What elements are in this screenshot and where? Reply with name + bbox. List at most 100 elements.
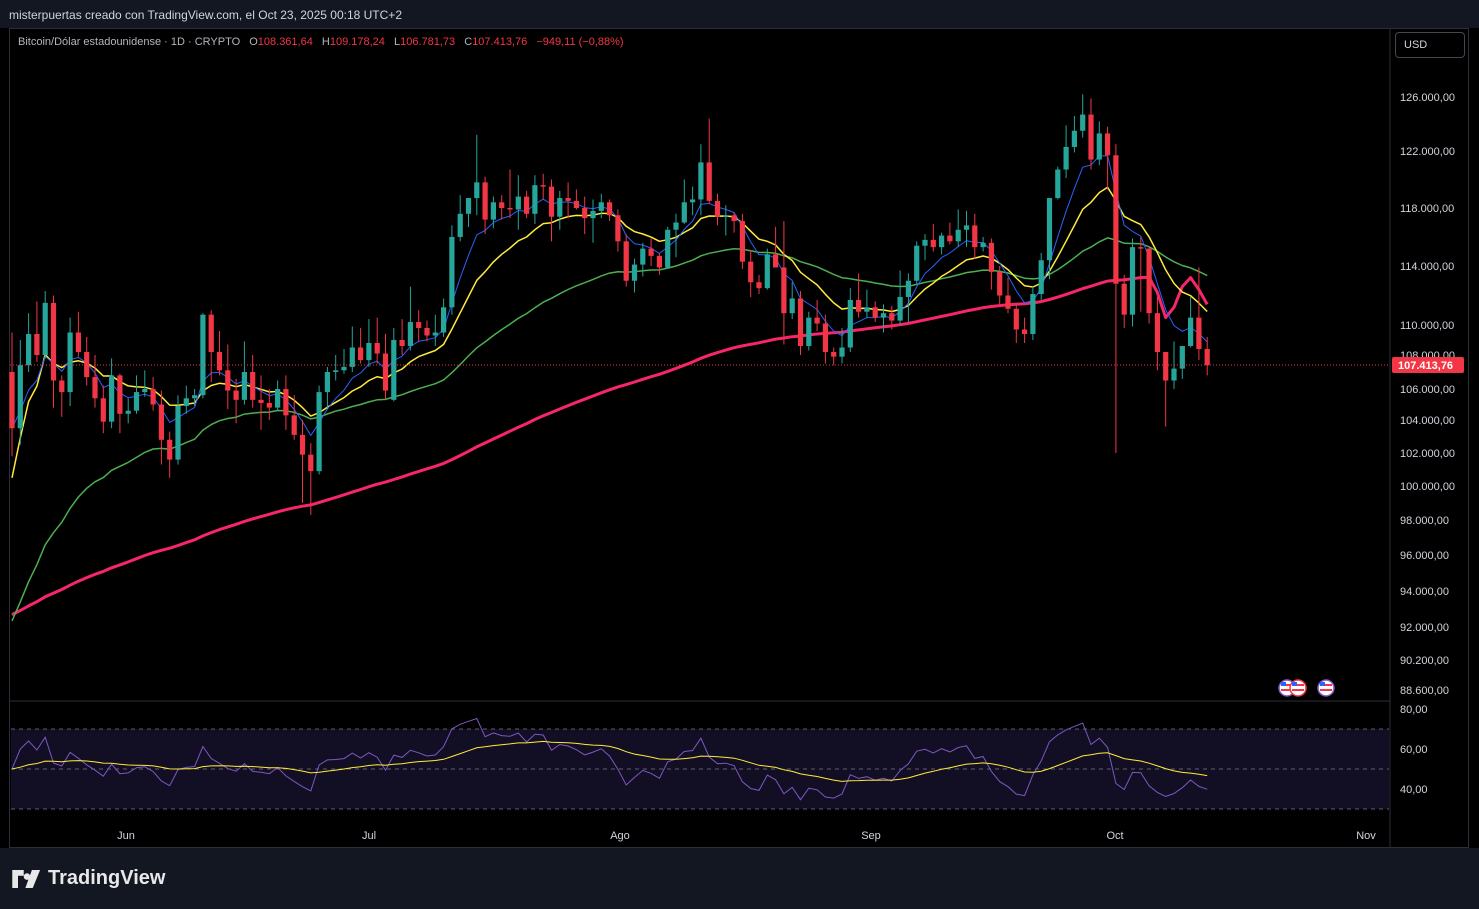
candle-down	[988, 242, 994, 272]
candle-up	[465, 198, 472, 214]
time-tick-label: Ago	[610, 830, 630, 842]
candle-up	[905, 280, 911, 297]
candle-up	[673, 222, 679, 230]
symbol-title[interactable]: Bitcoin/Dólar estadounidense · 1D · CRYP…	[18, 36, 241, 48]
ohlc-legend: Bitcoin/Dólar estadounidense · 1D · CRYP…	[18, 36, 624, 48]
candle-down	[748, 261, 754, 283]
candle-up	[200, 314, 206, 396]
time-tick-label: Jun	[117, 830, 135, 842]
candle-down	[117, 375, 123, 414]
candle-down	[822, 323, 828, 352]
candle-down	[573, 200, 579, 208]
event-flag-canton	[1292, 682, 1297, 686]
tradingview-logo[interactable]: TradingView	[12, 867, 165, 890]
candle-down	[75, 332, 81, 352]
candle-down	[814, 317, 820, 324]
candle-down	[382, 353, 389, 391]
candle-up	[515, 196, 521, 210]
candle-down	[9, 372, 15, 429]
candle-up	[557, 198, 563, 217]
price-tick-label: 114.000,00	[1400, 261, 1454, 273]
candle-down	[607, 202, 613, 216]
last-price-label: 107.413,76	[1398, 360, 1453, 372]
candle-up	[631, 264, 638, 281]
candle-down	[266, 402, 272, 408]
candle-up	[955, 229, 961, 242]
candle-down	[208, 314, 214, 352]
candle-down	[1204, 349, 1210, 366]
ema-50-line	[11, 237, 1208, 622]
candle-up	[640, 248, 646, 265]
candle-down	[416, 322, 422, 328]
candle-down	[225, 370, 231, 391]
price-tick-label: 122.000,00	[1400, 146, 1455, 158]
candle-down	[714, 200, 721, 217]
candle-up	[963, 225, 970, 230]
candle-up	[1129, 247, 1136, 315]
rsi-line	[11, 717, 1208, 801]
candle-up	[939, 235, 945, 248]
candle-up	[806, 317, 812, 346]
event-flag-stripe	[1292, 684, 1304, 686]
candle-up	[42, 302, 48, 355]
rsi-ma-line	[11, 740, 1208, 782]
candle-up	[914, 245, 920, 281]
candle-up	[125, 410, 131, 414]
candle-up	[598, 202, 604, 211]
candle-down	[1196, 317, 1202, 349]
event-flag-stripe	[1320, 684, 1332, 686]
footer	[0, 848, 1479, 909]
candle-down	[258, 399, 264, 403]
candle-down	[773, 254, 779, 268]
candle-up	[175, 406, 181, 460]
rsi-pane	[11, 717, 1389, 810]
candle-up	[897, 296, 903, 321]
price-tick-label: 102.000,00	[1400, 448, 1455, 460]
candle-up	[1179, 346, 1185, 369]
candle-down	[831, 352, 837, 357]
high-value: 109.178,24	[329, 36, 385, 48]
candle-down	[150, 389, 156, 405]
price-tick-label: 92.000,00	[1400, 622, 1449, 634]
candle-up	[324, 372, 330, 393]
event-flag-stripe	[1281, 684, 1293, 686]
candle-down	[291, 415, 297, 435]
price-tick-label: 94.000,00	[1400, 586, 1449, 598]
low-value: 106.781,73	[400, 36, 456, 48]
candle-up	[26, 334, 32, 366]
candle-down	[540, 185, 546, 187]
currency-button[interactable]: USD	[1395, 32, 1465, 58]
candle-up	[449, 237, 455, 308]
candle-down	[731, 215, 737, 222]
price-tick-label: 100.000,00	[1400, 481, 1455, 493]
candle-down	[930, 239, 936, 248]
candle-down	[1105, 133, 1111, 156]
candle-down	[582, 208, 588, 219]
candle-up	[109, 375, 115, 422]
chart-frame[interactable]	[9, 28, 1469, 848]
candle-down	[889, 313, 895, 321]
candle-up	[349, 347, 355, 367]
candle-up	[432, 332, 438, 336]
price-tick-label: 98.000,00	[1400, 515, 1449, 527]
candle-up	[789, 298, 795, 314]
candle-up	[1171, 368, 1177, 381]
candle-up	[333, 370, 339, 372]
time-tick-label: Sep	[861, 830, 881, 842]
candle-down	[1013, 308, 1019, 330]
candle-up	[847, 299, 853, 348]
high-label: H	[321, 36, 330, 48]
candle-down	[524, 196, 530, 214]
candle-up	[17, 365, 23, 429]
candle-down	[233, 390, 239, 400]
candle-down	[1138, 247, 1144, 249]
candle-up	[316, 392, 322, 472]
low-label: L	[393, 36, 401, 48]
candle-up	[133, 392, 140, 411]
price-tick-label: 106.000,00	[1400, 384, 1455, 396]
candle-up	[366, 343, 372, 361]
candle-up	[241, 372, 247, 400]
candle-down	[167, 439, 173, 460]
candle-up	[407, 322, 413, 346]
